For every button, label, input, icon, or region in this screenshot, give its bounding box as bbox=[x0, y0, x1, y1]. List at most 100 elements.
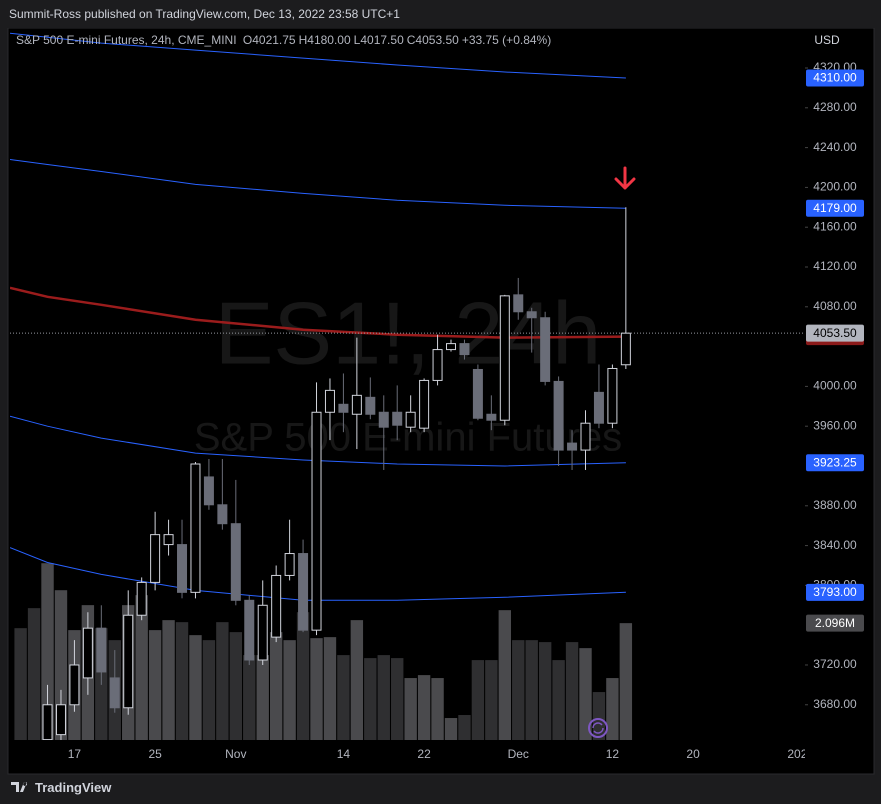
legend-value: 4021.75 bbox=[252, 33, 296, 47]
candle-body bbox=[378, 411, 389, 428]
replay-icon-glyph bbox=[592, 722, 604, 734]
volume-bar bbox=[229, 632, 243, 740]
y-tick-label: 4000.00 bbox=[813, 379, 857, 393]
volume-bar bbox=[444, 718, 458, 740]
volume-bar bbox=[243, 655, 256, 740]
volume-value-box bbox=[806, 614, 864, 632]
y-tick-label: 4280.00 bbox=[813, 100, 857, 114]
line-value-box bbox=[806, 199, 864, 217]
candle-body bbox=[593, 391, 604, 424]
candle-body bbox=[392, 411, 403, 426]
volume-bar bbox=[256, 655, 269, 740]
candle-body bbox=[244, 599, 255, 661]
candle-body bbox=[257, 604, 268, 661]
brand-logo bbox=[11, 782, 28, 792]
x-tick-label: 2023 bbox=[787, 747, 814, 761]
line-value-box bbox=[806, 583, 864, 601]
legend-change: +33.75 (+0.84%) bbox=[461, 33, 552, 47]
y-tick-label: 3680.00 bbox=[813, 697, 857, 711]
legend-value: 4053.50 bbox=[415, 33, 459, 47]
volume-bar bbox=[14, 628, 27, 740]
y-tick-label: 3960.00 bbox=[813, 418, 857, 432]
volume-bar bbox=[391, 658, 404, 740]
line-value-box bbox=[806, 69, 864, 87]
volume-bar bbox=[606, 678, 619, 740]
y-tick-label: 4080.00 bbox=[813, 299, 857, 313]
volume-bar bbox=[162, 620, 175, 740]
line-value-label: 4179.00 bbox=[813, 201, 857, 215]
volume-bar bbox=[592, 692, 606, 740]
x-tick-label: 14 bbox=[337, 747, 351, 761]
y-tick-label: 3840.00 bbox=[813, 538, 857, 552]
candle-body bbox=[69, 664, 80, 706]
y-tick-label: 3720.00 bbox=[813, 657, 857, 671]
candle-body bbox=[190, 463, 201, 593]
legend-key: O bbox=[242, 33, 253, 47]
volume-bar bbox=[565, 642, 579, 740]
candle-body bbox=[499, 295, 510, 421]
volume-bar bbox=[525, 640, 538, 740]
candle-body bbox=[109, 677, 120, 709]
y-tick-label: 4200.00 bbox=[813, 180, 857, 194]
x-tick-label: 22 bbox=[417, 747, 431, 761]
candle-body bbox=[271, 574, 282, 638]
symbol-legend: S&P 500 E-mini Futures, 24h, CME_MINI O4… bbox=[16, 33, 554, 47]
line-value-box bbox=[806, 454, 864, 472]
volume-bar bbox=[323, 637, 337, 740]
indicator-line bbox=[10, 159, 626, 209]
volume-bar bbox=[512, 640, 525, 740]
candle-body bbox=[136, 581, 147, 616]
y-tick-label: 4160.00 bbox=[813, 219, 857, 233]
candle-body bbox=[177, 544, 188, 593]
volume-bar bbox=[296, 612, 310, 740]
publish-info: Summit-Ross published on TradingView.com… bbox=[9, 7, 400, 21]
chart: ES1!, 24h S&P 500 E-mini Futures 17 25 Nov… bbox=[7, 28, 875, 775]
candle-body bbox=[365, 396, 376, 415]
candle-body bbox=[123, 614, 134, 709]
volume-bar bbox=[498, 610, 512, 740]
candle-body bbox=[553, 380, 564, 451]
arrow-annotation bbox=[614, 166, 636, 190]
volume-bar bbox=[54, 590, 68, 740]
candle-body bbox=[620, 332, 631, 366]
candle-body bbox=[607, 367, 618, 424]
volume-bar bbox=[364, 658, 377, 740]
indicator-line bbox=[10, 32, 626, 79]
replay-icon[interactable] bbox=[588, 718, 608, 738]
candle-body bbox=[446, 343, 457, 351]
watermark-symbol: ES1!, 24h bbox=[215, 283, 602, 382]
volume-bar bbox=[175, 622, 189, 740]
x-tick-label: 17 bbox=[68, 747, 82, 761]
legend-key: C bbox=[406, 33, 416, 47]
candle-body bbox=[324, 389, 335, 413]
line-value-label: 4310.00 bbox=[813, 71, 857, 85]
volume-bar bbox=[27, 608, 41, 740]
volume-bar bbox=[337, 655, 350, 740]
volume-bar bbox=[417, 675, 431, 740]
volume-bar bbox=[471, 660, 485, 740]
candle-body bbox=[472, 368, 483, 419]
volume-bar bbox=[485, 660, 498, 740]
legend-symbol: S&P 500 E-mini Futures, 24h, CME_MINI bbox=[16, 33, 237, 47]
last-price-box bbox=[806, 324, 864, 342]
legend-value: 4017.50 bbox=[360, 33, 404, 47]
watermark: ES1!, 24h S&P 500 E-mini Futures bbox=[194, 283, 622, 459]
candle-body bbox=[580, 422, 591, 451]
candle-body bbox=[486, 413, 497, 421]
legend-key: L bbox=[353, 33, 361, 47]
volume-bar bbox=[377, 655, 390, 740]
candle-body bbox=[526, 311, 537, 319]
volume-bar bbox=[538, 642, 552, 740]
line-value-label: 3923.25 bbox=[813, 455, 857, 469]
volume-value-label: 2.096M bbox=[815, 616, 855, 630]
candle-body bbox=[540, 317, 551, 382]
volume-bar bbox=[310, 638, 323, 740]
volume-bar bbox=[552, 660, 565, 740]
y-tick-label: 4240.00 bbox=[813, 140, 857, 154]
candle-body bbox=[163, 534, 174, 546]
candle-body bbox=[298, 553, 309, 631]
candle-body bbox=[203, 476, 214, 506]
indicator-line bbox=[10, 286, 626, 339]
volume-bar bbox=[619, 623, 633, 740]
line-value-label: 3793.00 bbox=[813, 585, 857, 599]
